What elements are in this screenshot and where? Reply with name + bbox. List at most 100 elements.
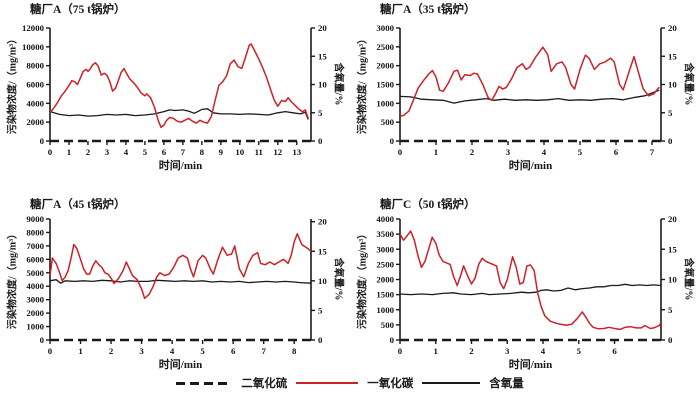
svg-text:6: 6 (231, 346, 236, 356)
svg-text:1: 1 (434, 147, 438, 157)
svg-text:0: 0 (668, 136, 673, 146)
svg-text:500: 500 (381, 117, 395, 127)
svg-text:0: 0 (398, 147, 403, 157)
svg-text:15: 15 (318, 246, 327, 256)
plot-area: 0 1000 2000 3000 4000 5000 6000 7000 8000 9000 0 5 1… (26, 214, 327, 356)
svg-text:3500: 3500 (376, 229, 394, 239)
svg-text:10: 10 (318, 80, 327, 90)
svg-text:8: 8 (292, 346, 297, 356)
svg-text:2000: 2000 (376, 275, 394, 285)
svg-text:5: 5 (577, 346, 582, 356)
chart-boiler-35t: 糖厂A（35 t锅炉） 0 500 1000 1500 2000 2500 3000 0 5 10… (350, 0, 700, 195)
svg-text:0: 0 (48, 346, 53, 356)
svg-text:1500: 1500 (376, 290, 394, 300)
svg-text:1000: 1000 (376, 305, 394, 315)
x-axis-label: 时间/min (508, 359, 553, 371)
svg-text:13: 13 (292, 147, 301, 157)
svg-text:2000: 2000 (376, 61, 394, 71)
plot-area: 0 500 1000 1500 2000 2500 3000 0 5 10 15 20 0 1 2 3 4 5 6 7 (376, 23, 677, 157)
svg-text:2500: 2500 (376, 42, 394, 52)
svg-text:20: 20 (318, 217, 327, 227)
x-axis-label: 时间/min (158, 359, 203, 371)
svg-text:10: 10 (318, 276, 327, 286)
svg-text:1: 1 (434, 346, 438, 356)
svg-text:0: 0 (390, 335, 395, 345)
plot-area: 0500100015002000250030003500400005101520… (376, 214, 677, 356)
svg-text:2000: 2000 (26, 117, 44, 127)
chart-boiler-75t: 糖厂A（75 t锅炉） 0 2000 4000 6000 8000 10000 12000 0… (0, 0, 350, 195)
svg-text:4: 4 (170, 346, 175, 356)
svg-text:3000: 3000 (26, 295, 44, 305)
svg-text:2: 2 (86, 147, 91, 157)
svg-text:20: 20 (668, 23, 677, 33)
svg-text:10: 10 (235, 147, 244, 157)
svg-text:7: 7 (261, 346, 266, 356)
svg-text:5: 5 (668, 305, 673, 315)
svg-text:15: 15 (668, 51, 677, 61)
svg-text:7: 7 (650, 147, 655, 157)
svg-text:3: 3 (139, 346, 144, 356)
svg-text:15: 15 (668, 244, 677, 254)
svg-text:0: 0 (40, 136, 45, 146)
svg-text:4: 4 (541, 346, 546, 356)
svg-text:6000: 6000 (26, 254, 44, 264)
x-axis-label: 时间/min (158, 160, 203, 172)
svg-text:2: 2 (469, 346, 474, 356)
svg-text:1000: 1000 (376, 98, 394, 108)
svg-text:2: 2 (109, 346, 114, 356)
svg-text:5: 5 (578, 147, 583, 157)
chart-title: 糖厂A（35 t锅炉） (380, 4, 476, 16)
svg-text:5: 5 (318, 305, 323, 315)
so2-dashed-line-sample (176, 381, 233, 385)
svg-text:8: 8 (200, 147, 205, 157)
svg-text:6: 6 (614, 147, 619, 157)
svg-text:1: 1 (78, 346, 82, 356)
svg-text:3000: 3000 (376, 23, 394, 33)
svg-text:6: 6 (162, 147, 167, 157)
svg-text:2000: 2000 (26, 308, 44, 318)
svg-text:1500: 1500 (376, 80, 394, 90)
svg-text:5: 5 (143, 147, 148, 157)
co-red-line-sample (296, 382, 359, 384)
svg-text:3: 3 (506, 147, 511, 157)
svg-text:5: 5 (318, 108, 323, 118)
o2-black-line-sample (422, 382, 481, 384)
svg-text:8000: 8000 (26, 227, 44, 237)
chart-title: 糖厂A（45 t锅炉） (30, 199, 126, 211)
svg-text:3: 3 (505, 346, 510, 356)
svg-text:0: 0 (318, 136, 323, 146)
svg-text:5000: 5000 (26, 268, 44, 278)
svg-text:6000: 6000 (26, 80, 44, 90)
svg-text:20: 20 (668, 214, 677, 224)
svg-text:3: 3 (105, 147, 110, 157)
svg-text:0: 0 (48, 147, 53, 157)
svg-text:9000: 9000 (26, 214, 44, 224)
svg-text:8000: 8000 (26, 61, 44, 71)
chart-boiler-45t: 糖厂A（45 t锅炉） 0 1000 2000 3000 4000 5000 6000 700… (0, 195, 350, 373)
svg-text:4: 4 (124, 147, 129, 157)
svg-text:2500: 2500 (376, 259, 394, 269)
svg-text:10: 10 (668, 275, 677, 285)
svg-text:1: 1 (67, 147, 71, 157)
legend-label-o2: 含氧量 (489, 378, 524, 390)
svg-text:4000: 4000 (26, 281, 44, 291)
svg-text:7: 7 (181, 147, 186, 157)
svg-text:3000: 3000 (376, 244, 394, 254)
svg-text:5: 5 (668, 108, 673, 118)
svg-text:20: 20 (318, 23, 327, 33)
svg-text:4000: 4000 (26, 98, 44, 108)
svg-text:11: 11 (255, 147, 263, 157)
svg-text:4: 4 (542, 147, 547, 157)
svg-text:2: 2 (470, 147, 475, 157)
svg-text:12: 12 (273, 147, 282, 157)
x-axis-label: 时间/min (508, 160, 553, 172)
svg-text:0: 0 (668, 335, 673, 345)
svg-text:0: 0 (398, 346, 403, 356)
svg-text:0: 0 (390, 136, 395, 146)
svg-text:7000: 7000 (26, 241, 44, 251)
chart-title: 糖厂C（50 t锅炉） (380, 199, 476, 211)
svg-text:9: 9 (219, 147, 224, 157)
svg-text:4000: 4000 (376, 214, 394, 224)
